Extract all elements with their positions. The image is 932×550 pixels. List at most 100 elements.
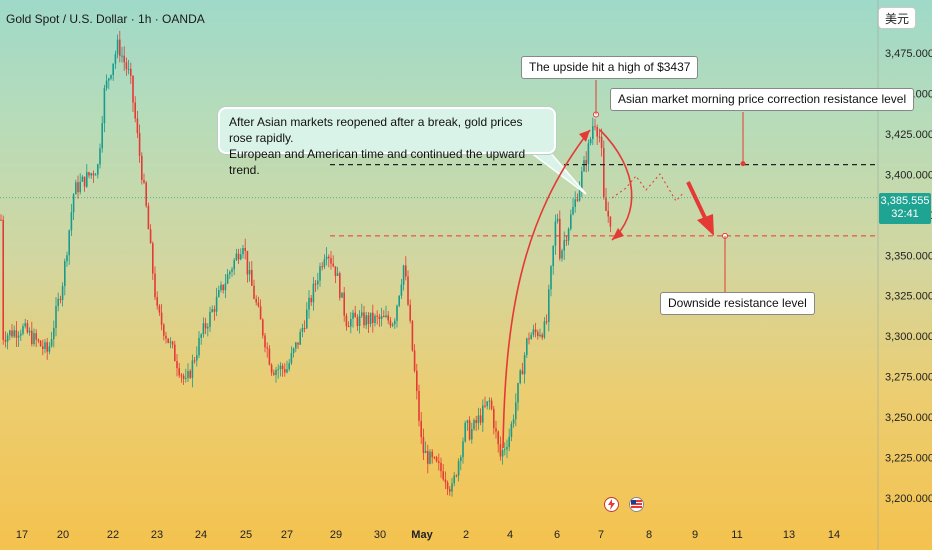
candle	[26, 320, 29, 334]
candle	[517, 382, 519, 411]
candle	[510, 421, 513, 442]
candle	[268, 345, 271, 366]
candle	[391, 322, 394, 328]
down-arrowhead	[697, 214, 714, 236]
candle	[149, 224, 152, 244]
candle	[242, 245, 244, 259]
candle	[112, 63, 114, 81]
candle	[365, 311, 367, 330]
candle	[603, 140, 605, 200]
candle	[105, 74, 108, 91]
candle	[185, 368, 187, 383]
candle	[429, 449, 431, 465]
price-badge: 3,385.555 32:41	[879, 193, 931, 224]
candle	[147, 202, 150, 230]
candle	[178, 362, 180, 378]
candle	[92, 170, 95, 183]
candle	[488, 397, 491, 410]
candle	[11, 323, 13, 338]
x-tick-label: 8	[646, 529, 652, 541]
candle	[345, 313, 348, 331]
candle	[77, 175, 79, 199]
x-tick-label: 9	[692, 529, 698, 541]
candle	[484, 396, 486, 408]
x-tick-label: 7	[598, 529, 604, 541]
down-arrow-shaft	[686, 181, 708, 221]
candle	[545, 314, 548, 325]
candle	[191, 354, 194, 388]
candle	[521, 362, 524, 375]
candle	[453, 472, 455, 487]
candle	[202, 317, 205, 338]
flag-icon[interactable]	[629, 497, 644, 512]
candle	[572, 197, 574, 216]
candle	[455, 474, 458, 478]
candle	[389, 316, 392, 329]
candle	[321, 261, 323, 271]
candle	[145, 180, 147, 208]
candle	[587, 139, 590, 172]
candle	[466, 419, 469, 431]
candle	[119, 30, 121, 63]
candle	[286, 360, 288, 374]
x-tick-label: 22	[107, 529, 119, 541]
candle	[123, 46, 125, 71]
candle	[523, 352, 526, 384]
x-tick-label: May	[411, 529, 433, 541]
candle	[70, 203, 73, 237]
candle	[169, 337, 172, 349]
candle	[22, 323, 24, 336]
candle	[376, 310, 378, 325]
flash-icon[interactable]	[604, 497, 619, 512]
candle	[24, 318, 26, 329]
x-tick-label: 27	[281, 529, 293, 541]
currency-button[interactable]: 美元	[878, 7, 916, 29]
candle	[402, 264, 405, 291]
y-tick-label: 3,200.000	[885, 493, 932, 505]
candle	[440, 457, 442, 478]
candle	[121, 46, 123, 63]
candle	[134, 96, 136, 123]
candle	[576, 193, 579, 202]
candle	[99, 143, 101, 169]
candle	[171, 340, 174, 349]
candle	[182, 373, 185, 385]
candle	[132, 75, 134, 112]
candle	[537, 329, 539, 340]
candle	[90, 172, 92, 179]
candle	[339, 271, 341, 301]
candle	[229, 270, 231, 279]
candle	[336, 266, 339, 277]
x-tick-label: 2	[463, 529, 469, 541]
candle	[460, 455, 462, 471]
candle	[444, 471, 447, 489]
candle	[207, 323, 209, 337]
candle	[37, 338, 40, 344]
candle	[224, 274, 227, 299]
candle	[88, 171, 90, 179]
candle	[356, 314, 359, 331]
downside-label: Downside resistance level	[660, 292, 815, 315]
candle	[528, 332, 530, 345]
candle	[211, 305, 213, 313]
candle	[506, 439, 508, 459]
candle	[68, 229, 70, 265]
candle	[394, 318, 396, 329]
candle	[193, 356, 196, 364]
candle	[539, 328, 541, 338]
candle	[138, 124, 141, 163]
candle	[174, 340, 176, 362]
candle	[61, 282, 64, 307]
candle	[556, 213, 559, 224]
candle	[451, 478, 453, 497]
candle	[592, 117, 594, 145]
candle	[136, 110, 139, 138]
candle	[570, 209, 572, 231]
candle	[160, 303, 163, 331]
y-tick-label: 3,275.000	[885, 372, 932, 384]
x-tick-label: 20	[57, 529, 69, 541]
candle	[266, 342, 268, 358]
candle	[297, 342, 299, 350]
candle	[499, 436, 502, 461]
